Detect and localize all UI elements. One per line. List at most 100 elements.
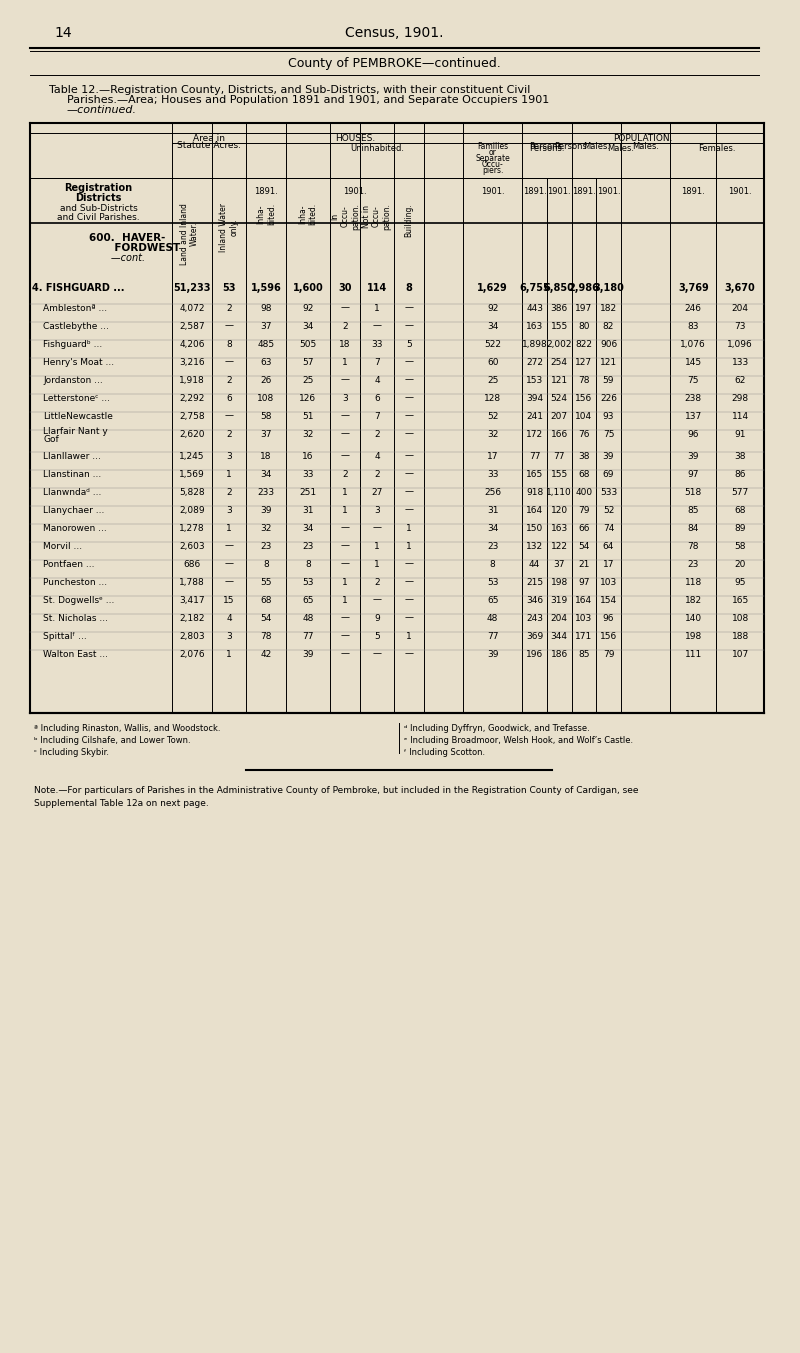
Text: 533: 533 (600, 487, 617, 497)
Text: ᶠ Including Scotton.: ᶠ Including Scotton. (404, 747, 485, 756)
Text: —: — (225, 322, 234, 330)
Text: County of PEMBROKE—continued.: County of PEMBROKE—continued. (288, 57, 501, 69)
Text: Inha-
bited.: Inha- bited. (298, 203, 317, 225)
Text: 1891.: 1891. (254, 187, 278, 195)
Text: and Sub-Districts: and Sub-Districts (60, 203, 138, 212)
Text: 1: 1 (342, 595, 348, 605)
Text: —cont.: —cont. (89, 253, 145, 262)
Text: 39: 39 (302, 649, 314, 659)
Text: 48: 48 (487, 613, 498, 622)
Text: 53: 53 (222, 283, 236, 294)
Text: —: — (405, 376, 414, 384)
Text: Amblestonª ...: Amblestonª ... (43, 303, 107, 313)
Text: 83: 83 (687, 322, 699, 330)
Text: —: — (405, 560, 414, 568)
Text: Llarfair Nant y: Llarfair Nant y (43, 426, 108, 436)
Text: 1891.: 1891. (682, 187, 705, 195)
Text: 128: 128 (484, 394, 502, 402)
Text: 77: 77 (487, 632, 498, 640)
Text: 400: 400 (575, 487, 593, 497)
Text: 1,245: 1,245 (179, 452, 205, 460)
Text: 86: 86 (734, 469, 746, 479)
Text: ª Including Rinaston, Wallis, and Woodstock.: ª Including Rinaston, Wallis, and Woodst… (34, 724, 221, 732)
Text: 4: 4 (374, 452, 380, 460)
Text: 198: 198 (550, 578, 568, 586)
Text: 163: 163 (526, 322, 543, 330)
Text: 39: 39 (602, 452, 614, 460)
Text: Llanychaer ...: Llanychaer ... (43, 506, 105, 514)
Text: 156: 156 (600, 632, 617, 640)
Text: POPULATION.: POPULATION. (614, 134, 673, 142)
Text: 7: 7 (374, 357, 380, 367)
Text: 4,206: 4,206 (179, 340, 205, 349)
Text: 54: 54 (260, 613, 272, 622)
Text: 204: 204 (550, 613, 568, 622)
Text: 182: 182 (600, 303, 617, 313)
Text: 254: 254 (550, 357, 568, 367)
Text: 1,110: 1,110 (546, 487, 572, 497)
Text: 107: 107 (731, 649, 749, 659)
Text: —: — (373, 524, 382, 533)
Text: 33: 33 (302, 469, 314, 479)
Text: 65: 65 (302, 595, 314, 605)
Text: 73: 73 (734, 322, 746, 330)
Text: 48: 48 (302, 613, 314, 622)
Text: 4,072: 4,072 (179, 303, 205, 313)
Text: 63: 63 (260, 357, 272, 367)
Text: 1901.: 1901. (728, 187, 752, 195)
Text: 52: 52 (603, 506, 614, 514)
Text: 155: 155 (550, 469, 568, 479)
Text: 1,898: 1,898 (522, 340, 547, 349)
Text: 79: 79 (602, 649, 614, 659)
Text: 182: 182 (685, 595, 702, 605)
Text: Llanllawer ...: Llanllawer ... (43, 452, 102, 460)
Text: 204: 204 (731, 303, 749, 313)
Text: 251: 251 (299, 487, 317, 497)
Text: —: — (405, 303, 414, 313)
Text: 1: 1 (342, 506, 348, 514)
Text: —: — (405, 487, 414, 497)
Text: 32: 32 (260, 524, 272, 533)
Text: 37: 37 (260, 322, 272, 330)
Text: Table 12.—Registration County, Districts, and Sub-Districts, with their constitu: Table 12.—Registration County, Districts… (50, 85, 530, 95)
Text: 1,629: 1,629 (478, 283, 508, 294)
Text: 2: 2 (374, 429, 380, 438)
Text: 37: 37 (554, 560, 565, 568)
Text: 2,803: 2,803 (179, 632, 205, 640)
Text: 166: 166 (550, 429, 568, 438)
Text: 85: 85 (687, 506, 699, 514)
Text: Districts: Districts (75, 193, 122, 203)
Text: or: or (489, 147, 497, 157)
Text: 55: 55 (260, 578, 272, 586)
Text: 21: 21 (578, 560, 590, 568)
Text: 91: 91 (734, 429, 746, 438)
Text: 4: 4 (374, 376, 380, 384)
Text: Persons.: Persons. (554, 142, 590, 150)
Text: —: — (225, 578, 234, 586)
Text: 34: 34 (487, 322, 498, 330)
Text: 133: 133 (731, 357, 749, 367)
Text: 93: 93 (602, 411, 614, 421)
Text: 2,076: 2,076 (179, 649, 205, 659)
Text: 18: 18 (339, 340, 350, 349)
Text: 518: 518 (685, 487, 702, 497)
Text: 32: 32 (487, 429, 498, 438)
Text: 8: 8 (490, 560, 496, 568)
Text: 150: 150 (526, 524, 543, 533)
Text: 85: 85 (578, 649, 590, 659)
Text: 8: 8 (226, 340, 232, 349)
Text: 66: 66 (578, 524, 590, 533)
Text: 1: 1 (406, 632, 412, 640)
Text: 600.  HAVER-: 600. HAVER- (89, 233, 165, 244)
Text: 23: 23 (487, 541, 498, 551)
Text: 14: 14 (54, 26, 72, 41)
Text: 1891.: 1891. (522, 187, 546, 195)
Text: 215: 215 (526, 578, 543, 586)
Text: 2,758: 2,758 (179, 411, 205, 421)
Text: ᵉ Including Broadmoor, Welsh Hook, and Wolf’s Castle.: ᵉ Including Broadmoor, Welsh Hook, and W… (404, 736, 633, 744)
Text: 233: 233 (258, 487, 274, 497)
Text: Parishes.—Area; Houses and Population 1891 and 1901, and Separate Occupiers 1901: Parishes.—Area; Houses and Population 18… (67, 95, 550, 106)
Text: —: — (341, 303, 350, 313)
Text: 42: 42 (261, 649, 272, 659)
Text: 1: 1 (342, 357, 348, 367)
